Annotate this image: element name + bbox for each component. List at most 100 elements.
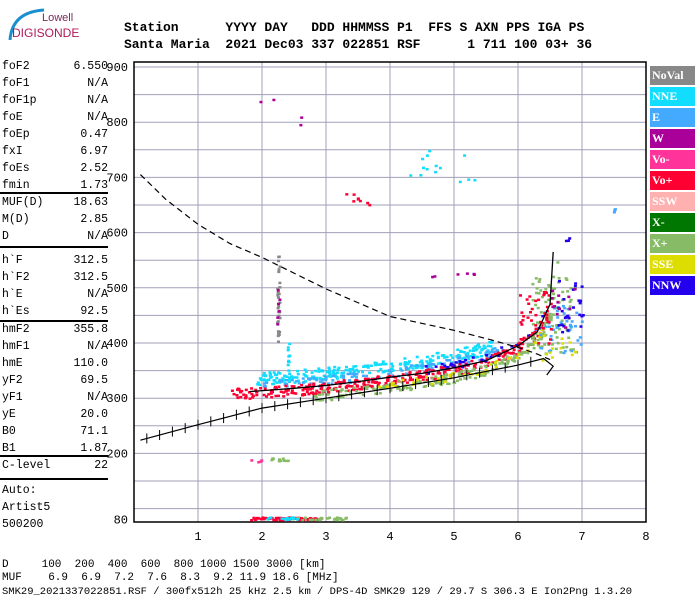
- echo-point: [412, 381, 416, 384]
- echo-point: [559, 351, 563, 354]
- echo-point: [332, 368, 336, 372]
- echo-point: [531, 343, 535, 347]
- echo-point: [262, 517, 266, 521]
- echo-point: [402, 386, 406, 390]
- echo-point: [438, 372, 442, 375]
- echo-point: [427, 368, 431, 371]
- echo-point: [374, 363, 378, 367]
- echo-point: [547, 298, 551, 302]
- echo-point: [354, 389, 358, 393]
- y-tick-label: 500: [106, 282, 128, 296]
- echo-point: [522, 336, 526, 340]
- echo-point: [362, 365, 366, 368]
- echo-point: [440, 366, 444, 370]
- echo-point: [296, 518, 300, 521]
- echo-point: [521, 319, 525, 322]
- echo-point: [232, 392, 236, 396]
- echo-point: [430, 362, 434, 366]
- echo-point: [239, 390, 242, 394]
- echo-point: [287, 360, 290, 364]
- echo-point: [376, 376, 379, 379]
- echo-point: [565, 320, 569, 323]
- echo-point: [434, 382, 438, 385]
- echo-point: [286, 393, 290, 396]
- echo-point: [497, 354, 501, 358]
- echo-point: [273, 379, 277, 383]
- echo-point: [488, 363, 492, 366]
- echo-point: [299, 123, 303, 127]
- param-row: B0 71.1: [2, 425, 108, 442]
- echo-point: [315, 376, 319, 380]
- echo-point: [352, 200, 356, 203]
- echo-point: [443, 364, 447, 368]
- echo-point: [418, 360, 422, 364]
- distance-row: D 100 200 400 600 800 1000 1500 3000 [km…: [2, 559, 326, 571]
- echo-point: [361, 393, 365, 396]
- echo-point: [500, 360, 504, 364]
- echo-point: [486, 364, 490, 367]
- echo-point: [549, 349, 553, 352]
- echo-point: [272, 98, 276, 102]
- echo-point: [342, 380, 346, 383]
- echo-point: [449, 363, 453, 367]
- echo-point: [296, 372, 300, 376]
- echo-point: [562, 312, 566, 315]
- echo-point: [443, 380, 447, 383]
- echo-point: [570, 349, 574, 353]
- echo-point: [320, 379, 324, 382]
- param-name: yE: [2, 408, 16, 421]
- echo-point: [348, 372, 352, 376]
- echo-point: [540, 324, 544, 327]
- x-tick-label: 8: [642, 530, 649, 544]
- echo-point: [437, 379, 441, 383]
- echo-point: [481, 373, 485, 377]
- echo-point: [250, 519, 254, 522]
- echo-point: [411, 367, 415, 370]
- param-name: h`F2: [2, 271, 30, 284]
- echo-point: [520, 311, 524, 314]
- echo-point: [442, 370, 446, 374]
- echo-point: [537, 292, 541, 295]
- echo-point: [565, 345, 569, 349]
- echo-point: [369, 364, 373, 367]
- param-value: 2.85: [80, 213, 108, 226]
- echo-point: [278, 379, 282, 382]
- echo-point: [284, 459, 288, 463]
- echo-point: [258, 377, 262, 380]
- echo-point: [381, 370, 385, 374]
- param-row: foE N/A: [2, 111, 108, 128]
- echo-point: [460, 372, 464, 376]
- echo-point: [512, 348, 516, 351]
- echo-point: [525, 298, 529, 301]
- echo-point: [349, 371, 353, 374]
- echo-point: [376, 369, 380, 373]
- echo-point: [547, 284, 551, 287]
- echo-point: [613, 208, 617, 211]
- echo-point: [534, 327, 538, 331]
- echo-point: [487, 361, 491, 364]
- echo-point: [355, 388, 358, 391]
- echo-point: [555, 336, 559, 339]
- echo-point: [282, 395, 286, 398]
- echo-point: [257, 461, 261, 464]
- echo-point: [428, 358, 432, 361]
- echo-point: [393, 385, 397, 388]
- echo-point: [362, 382, 366, 386]
- echo-point: [281, 457, 285, 460]
- echo-point: [564, 277, 568, 280]
- echo-point: [274, 516, 278, 520]
- echo-point: [253, 518, 257, 521]
- echo-point: [434, 365, 438, 368]
- param-row: fmin 1.73: [2, 179, 108, 196]
- echo-point: [303, 368, 307, 371]
- echo-point: [534, 324, 538, 327]
- echo-point: [434, 380, 437, 383]
- echo-point: [342, 374, 345, 377]
- echo-point: [344, 368, 348, 372]
- echo-point: [418, 380, 422, 383]
- echo-point: [422, 385, 426, 388]
- echo-point: [297, 382, 301, 385]
- param-value: 312.5: [73, 271, 108, 284]
- param-row: yF2 69.5: [2, 374, 108, 391]
- echo-point: [277, 268, 281, 271]
